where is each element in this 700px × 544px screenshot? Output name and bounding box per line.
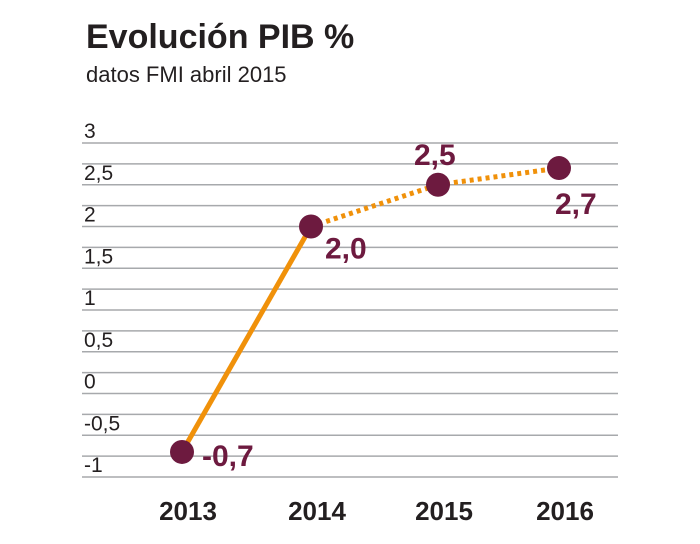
chart-title: Evolución PIB %: [86, 18, 355, 56]
series-line-segment: [179, 225, 314, 454]
data-label: 2,0: [325, 233, 367, 266]
x-category-label: 2016: [536, 496, 594, 526]
y-tick-label: 0,5: [84, 329, 113, 352]
y-tick-label: -0,5: [84, 412, 120, 435]
data-point: [170, 439, 194, 464]
y-tick-label: -1: [84, 454, 103, 477]
series-line-segment: [437, 165, 560, 188]
x-category-label: 2015: [415, 496, 473, 526]
y-tick-label: 1,5: [84, 245, 113, 268]
y-tick-label: 2: [84, 204, 96, 227]
y-tick-label: 0: [84, 371, 96, 394]
data-label: -0,7: [202, 440, 254, 473]
data-label: 2,5: [414, 139, 456, 172]
data-label: 2,7: [555, 188, 597, 221]
x-category-label: 2013: [159, 496, 217, 526]
chart-subtitle: datos FMI abril 2015: [86, 62, 287, 87]
data-point: [299, 214, 323, 239]
data-point: [426, 172, 450, 197]
y-tick-label: 2,5: [84, 162, 113, 185]
y-tick-label: 3: [84, 120, 96, 143]
series-line-segment: [310, 182, 439, 229]
data-point: [547, 156, 571, 181]
y-tick-label: 1: [84, 287, 96, 310]
x-category-label: 2014: [288, 496, 346, 526]
